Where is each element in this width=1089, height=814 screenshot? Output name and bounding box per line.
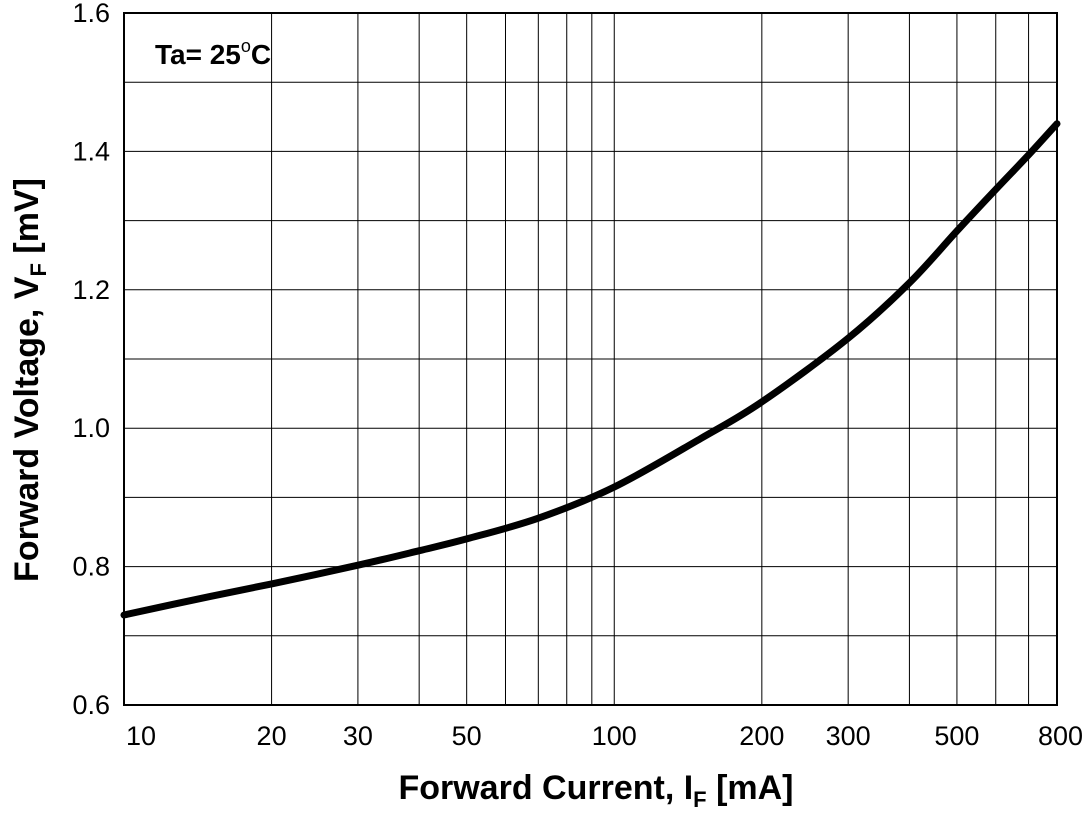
y-tick-label: 1.4 <box>72 136 110 166</box>
temperature-annotation: Ta= 25oC <box>155 36 271 70</box>
grid-lines <box>124 13 1057 705</box>
x-axis-title: Forward Current, IF [mA] <box>398 769 793 812</box>
y-tick-label: 0.6 <box>72 690 110 720</box>
plot-frame <box>123 12 1058 706</box>
x-tick-label: 800 <box>1038 721 1083 751</box>
y-tick-label: 1.2 <box>72 275 110 305</box>
y-tick-label: 1.0 <box>72 413 110 443</box>
x-tick-label: 200 <box>739 721 784 751</box>
x-tick-label: 50 <box>452 721 482 751</box>
x-tick-label: 30 <box>343 721 373 751</box>
series-layer <box>120 120 1061 619</box>
x-tick-label: 300 <box>826 721 871 751</box>
x-tick-labels: 10 20 30 50 100 200 300 500 800 <box>126 721 1083 751</box>
forward-voltage-curve <box>120 120 1061 619</box>
x-tick-label: 20 <box>257 721 287 751</box>
y-tick-label: 0.8 <box>72 552 110 582</box>
y-axis-title: Forward Voltage, VF [mV] <box>8 178 51 582</box>
x-tick-label: 500 <box>934 721 979 751</box>
y-tick-label: 1.6 <box>72 0 110 28</box>
x-tick-label: 100 <box>592 721 637 751</box>
y-tick-labels: 0.6 0.8 1.0 1.2 1.4 1.6 <box>72 0 110 720</box>
x-tick-label: 10 <box>126 721 156 751</box>
